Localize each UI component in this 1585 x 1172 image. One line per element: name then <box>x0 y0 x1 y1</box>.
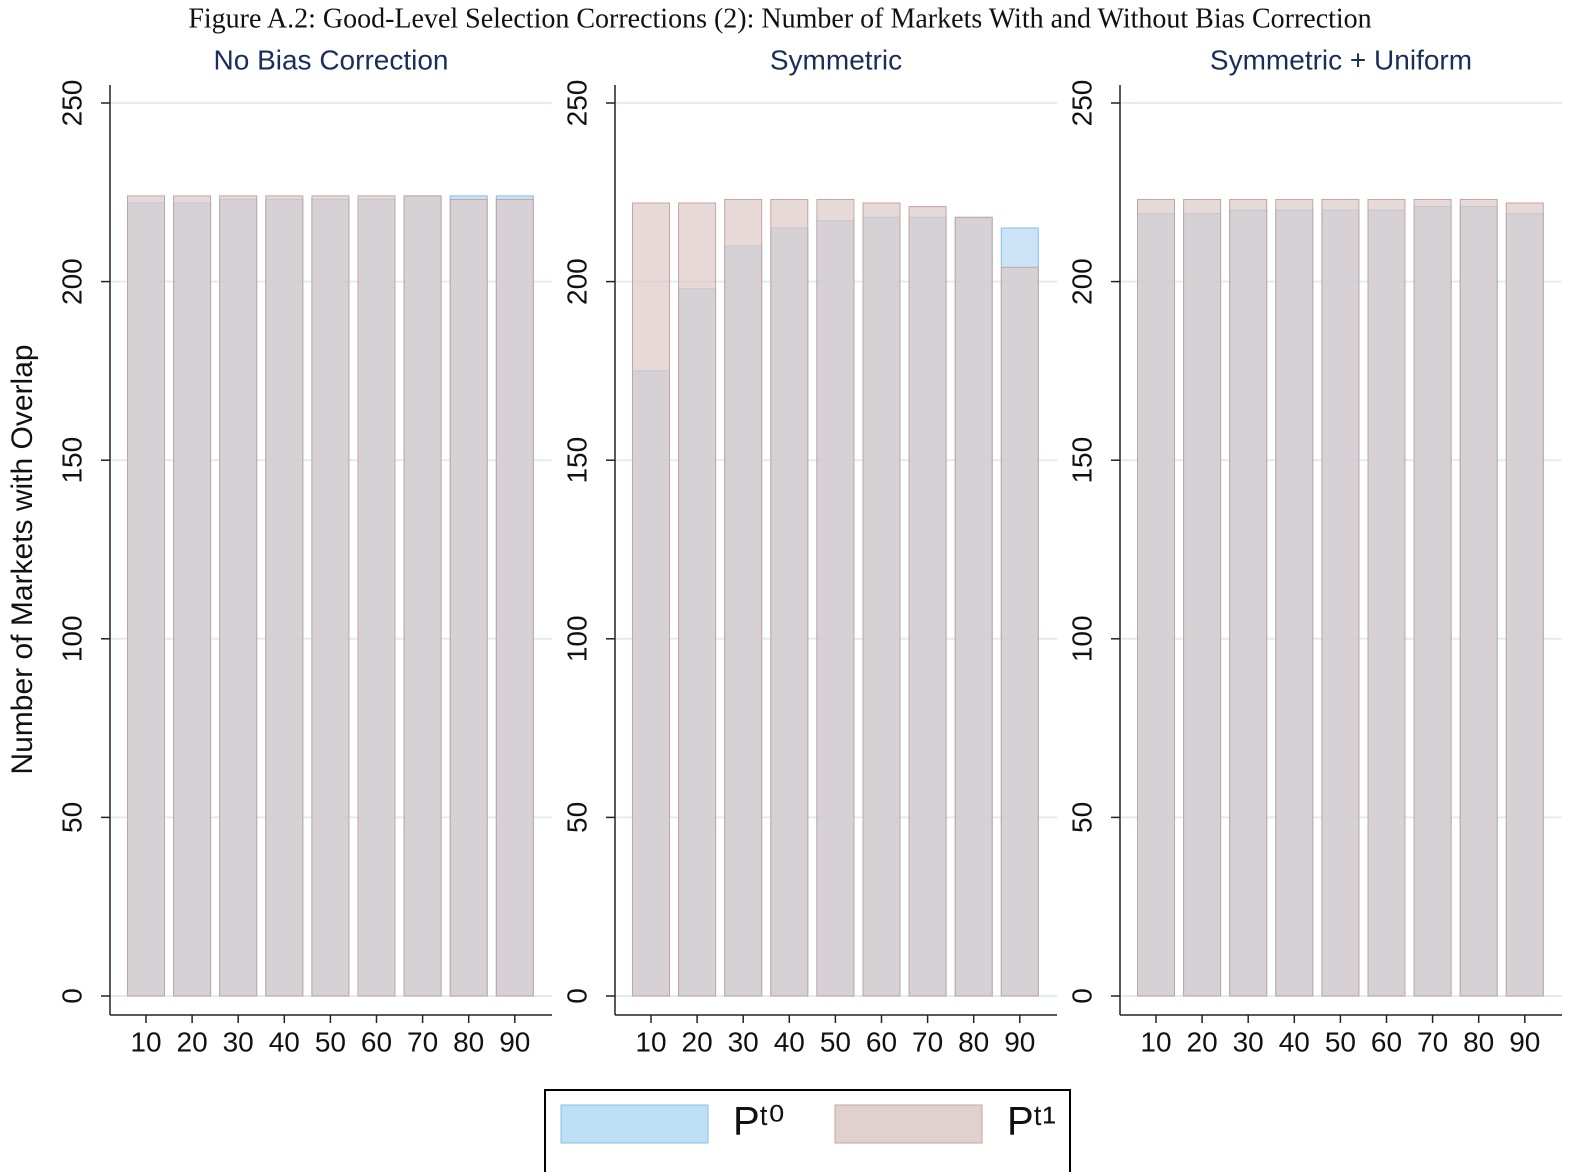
x-tick-label: 70 <box>407 1026 438 1057</box>
panel-title: Symmetric <box>770 44 902 75</box>
y-tick-label: 200 <box>1066 258 1097 305</box>
legend-swatch <box>834 1104 983 1144</box>
bar <box>1183 198 1222 997</box>
x-tick-label: 90 <box>1004 1026 1035 1057</box>
bar <box>678 202 717 997</box>
y-tick-label: 0 <box>561 988 592 1004</box>
bar <box>1275 198 1314 997</box>
panel-title: No Bias Correction <box>214 44 449 75</box>
bar <box>862 202 901 997</box>
bar <box>495 198 534 997</box>
x-tick-label: 50 <box>1325 1026 1356 1057</box>
x-tick-label: 60 <box>866 1026 897 1057</box>
bar <box>219 195 258 997</box>
panel-title: Symmetric + Uniform <box>1210 44 1472 75</box>
y-tick-label: 100 <box>1066 615 1097 662</box>
bar <box>173 195 212 997</box>
bar <box>954 216 993 997</box>
x-tick-label: 40 <box>269 1026 300 1057</box>
x-tick-label: 30 <box>728 1026 759 1057</box>
x-tick-label: 60 <box>1371 1026 1402 1057</box>
bar <box>403 195 442 997</box>
y-tick-label: 0 <box>1066 988 1097 1004</box>
bar <box>127 195 165 997</box>
y-tick-label: 150 <box>1066 437 1097 484</box>
bar <box>632 202 670 997</box>
x-tick-label: 80 <box>1463 1026 1494 1057</box>
x-tick-label: 20 <box>1187 1026 1218 1057</box>
y-tick-label: 250 <box>56 80 87 127</box>
legend-label: Pᵗ¹ <box>1007 1100 1056 1144</box>
y-tick-label: 250 <box>561 80 592 127</box>
x-tick-label: 40 <box>774 1026 805 1057</box>
bar <box>908 206 947 997</box>
x-tick-label: 90 <box>499 1026 530 1057</box>
x-tick-label: 10 <box>130 1026 161 1057</box>
x-tick-label: 20 <box>177 1026 208 1057</box>
y-tick-label: 50 <box>56 802 87 833</box>
x-tick-label: 60 <box>361 1026 392 1057</box>
bar <box>1505 202 1544 997</box>
x-tick-label: 30 <box>1233 1026 1264 1057</box>
bar <box>1367 198 1406 997</box>
x-tick-label: 20 <box>682 1026 713 1057</box>
bar <box>724 198 763 997</box>
y-tick-label: 250 <box>1066 80 1097 127</box>
y-tick-label: 150 <box>56 437 87 484</box>
x-tick-label: 30 <box>223 1026 254 1057</box>
bar <box>449 198 488 997</box>
x-tick-label: 50 <box>820 1026 851 1057</box>
legend-label: Pᵗ⁰ <box>733 1100 785 1144</box>
y-tick-label: 150 <box>561 437 592 484</box>
y-tick-label: 0 <box>56 988 87 1004</box>
bar <box>357 195 396 997</box>
y-tick-label: 100 <box>561 615 592 662</box>
x-tick-label: 80 <box>958 1026 989 1057</box>
y-tick-label: 100 <box>56 615 87 662</box>
bar <box>770 198 809 997</box>
bar <box>1229 198 1268 997</box>
bar <box>265 195 304 997</box>
y-tick-label: 50 <box>1066 802 1097 833</box>
bar <box>1459 198 1498 997</box>
figure-title: Figure A.2: Good-Level Selection Correct… <box>188 3 1371 34</box>
bar <box>1000 266 1039 997</box>
legend-swatch <box>560 1104 709 1144</box>
x-tick-label: 80 <box>453 1026 484 1057</box>
bar <box>1413 198 1452 997</box>
x-tick-label: 70 <box>912 1026 943 1057</box>
bar <box>1137 198 1175 997</box>
bar <box>1321 198 1360 997</box>
y-tick-label: 200 <box>56 258 87 305</box>
x-tick-label: 40 <box>1279 1026 1310 1057</box>
y-tick-label: 50 <box>561 802 592 833</box>
x-tick-label: 70 <box>1417 1026 1448 1057</box>
x-tick-label: 50 <box>315 1026 346 1057</box>
bar <box>816 198 855 997</box>
x-tick-label: 10 <box>1140 1026 1171 1057</box>
y-axis-label: Number of Markets with Overlap <box>6 344 39 774</box>
x-tick-label: 10 <box>635 1026 666 1057</box>
bar <box>311 195 350 997</box>
y-tick-label: 200 <box>561 258 592 305</box>
x-tick-label: 90 <box>1509 1026 1540 1057</box>
